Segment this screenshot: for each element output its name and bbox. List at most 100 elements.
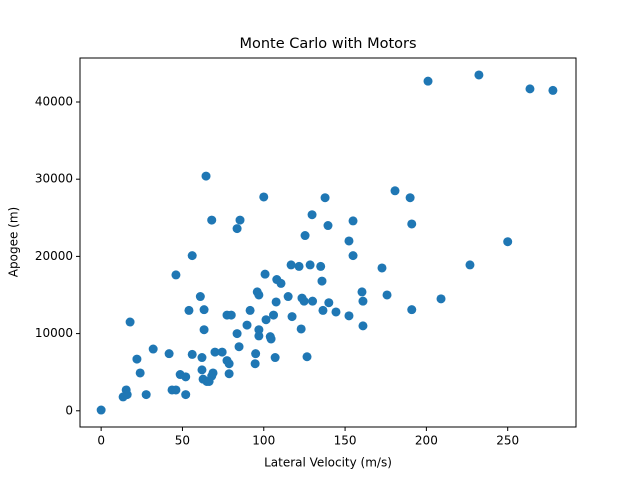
point: [224, 359, 234, 369]
point: [135, 368, 145, 378]
y-tick-label: 30000: [35, 172, 73, 186]
point: [197, 353, 207, 363]
point: [187, 349, 197, 359]
point: [251, 349, 261, 359]
point: [266, 334, 276, 344]
point: [318, 305, 328, 315]
point: [294, 261, 304, 271]
point: [181, 372, 191, 382]
point: [296, 324, 306, 334]
point: [210, 347, 220, 357]
point: [141, 390, 151, 400]
point: [187, 251, 197, 261]
point: [199, 305, 209, 315]
point: [132, 354, 142, 364]
point: [474, 70, 484, 80]
y-tick-label: 0: [65, 403, 73, 417]
point: [234, 342, 244, 352]
point: [357, 287, 367, 297]
point: [254, 325, 264, 335]
point: [390, 186, 400, 196]
point: [344, 236, 354, 246]
point: [305, 260, 315, 270]
point: [308, 296, 318, 306]
point: [271, 297, 281, 307]
point: [125, 317, 135, 327]
point: [316, 261, 326, 271]
y-tick-label: 20000: [35, 249, 73, 263]
point: [254, 290, 264, 300]
point: [436, 294, 446, 304]
point: [197, 365, 207, 375]
point: [358, 321, 368, 331]
point: [164, 349, 174, 359]
point: [299, 296, 309, 306]
x-tick-label: 150: [334, 434, 357, 448]
point: [344, 311, 354, 321]
point: [307, 210, 317, 220]
point: [242, 320, 252, 330]
point: [148, 344, 158, 354]
point: [224, 369, 234, 379]
point: [235, 215, 245, 225]
point: [207, 215, 217, 225]
point: [254, 331, 264, 341]
point: [302, 352, 312, 362]
point: [286, 260, 296, 270]
point: [283, 292, 293, 302]
point: [317, 276, 327, 286]
point: [232, 224, 242, 234]
point: [465, 260, 475, 270]
x-tick-label: 200: [415, 434, 438, 448]
y-tick-label: 10000: [35, 326, 73, 340]
point: [525, 84, 535, 94]
chart-title: Monte Carlo with Motors: [239, 36, 416, 52]
point: [261, 315, 271, 325]
x-axis-label: Lateral Velocity (m/s): [264, 456, 392, 470]
point: [171, 270, 181, 280]
point: [122, 390, 132, 400]
point: [171, 385, 181, 395]
plot-frame: [79, 57, 577, 428]
point: [195, 292, 205, 302]
point: [245, 305, 255, 315]
point: [405, 193, 415, 203]
x-tick-label: 0: [97, 434, 105, 448]
point: [358, 296, 368, 306]
point: [323, 221, 333, 231]
point: [232, 329, 242, 339]
point: [260, 269, 270, 279]
point: [382, 290, 392, 300]
x-tick-label: 50: [175, 434, 190, 448]
point: [217, 347, 227, 357]
point: [423, 76, 433, 86]
point: [181, 390, 191, 400]
x-tick-label: 100: [252, 434, 275, 448]
point: [407, 219, 417, 229]
y-axis-label: Apogee (m): [7, 207, 21, 277]
point: [270, 353, 280, 363]
point: [269, 310, 279, 320]
point: [320, 193, 330, 203]
point: [324, 298, 334, 308]
point: [201, 171, 211, 181]
y-tick-label: 40000: [35, 95, 73, 109]
point: [276, 278, 286, 288]
point: [184, 305, 194, 315]
point: [250, 359, 260, 369]
point: [208, 368, 218, 378]
point: [226, 310, 236, 320]
point: [348, 216, 358, 226]
point: [287, 312, 297, 322]
point: [407, 305, 417, 315]
point: [348, 251, 358, 261]
point: [377, 263, 387, 273]
point: [331, 307, 341, 317]
point: [300, 231, 310, 241]
point: [503, 237, 513, 247]
point: [96, 405, 106, 415]
point: [259, 192, 269, 202]
